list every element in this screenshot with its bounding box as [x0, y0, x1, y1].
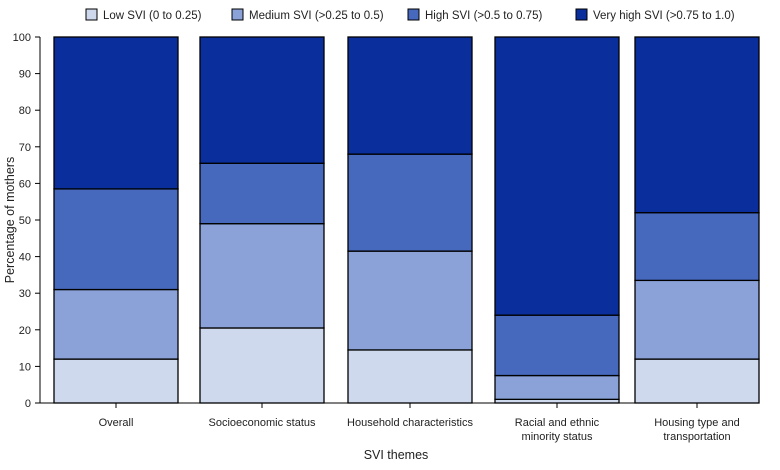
y-tick-label: 90 — [19, 69, 31, 81]
x-tick-label: transportation — [663, 431, 730, 443]
bar-segment-0-1 — [53, 288, 179, 360]
x-tick-label: Household characteristics — [347, 417, 473, 429]
bar-segment-1-2 — [199, 162, 325, 225]
x-tick-label: Housing type and — [654, 417, 740, 429]
bar-segment-0-0 — [53, 358, 179, 404]
y-tick-label: 0 — [25, 398, 31, 410]
bar-segment-1-0 — [199, 327, 325, 404]
bar-segment-1-3 — [199, 36, 325, 164]
bar-segment-2-0 — [347, 349, 473, 404]
y-tick-label: 20 — [19, 325, 31, 337]
legend-swatch — [231, 8, 244, 21]
bar-segment-4-3 — [634, 36, 760, 214]
bar-segment-2-2 — [347, 153, 473, 252]
y-tick-label: 40 — [19, 252, 31, 264]
x-tick-label: Overall — [99, 417, 134, 429]
bar-segment-0-3 — [53, 36, 179, 190]
x-tick-label: minority status — [522, 431, 593, 443]
bar-segment-3-2 — [494, 314, 620, 377]
bar-segment-3-1 — [494, 374, 620, 400]
y-tick-label: 70 — [19, 142, 31, 154]
x-ticks: Overall Socioeconomic status Household cha… — [99, 403, 740, 443]
legend-swatch — [575, 8, 588, 21]
bars — [53, 36, 760, 404]
y-axis-title: Percentage of mothers — [3, 157, 17, 283]
bar-segment-4-1 — [634, 279, 760, 360]
legend-swatch — [407, 8, 420, 21]
bar-segment-4-0 — [634, 358, 760, 404]
x-tick-label: Racial and ethnic — [515, 417, 600, 429]
y-tick-label: 50 — [19, 215, 31, 227]
x-axis-title: SVI themes — [364, 448, 429, 462]
x-tick-label: Socioeconomic status — [209, 417, 316, 429]
legend-label: Medium SVI (>0.25 to 0.5) — [249, 10, 384, 22]
y-tick-label: 80 — [19, 105, 31, 117]
bar-segment-2-1 — [347, 250, 473, 351]
bar-segment-0-2 — [53, 188, 179, 291]
legend-swatch — [85, 8, 98, 21]
legend: Low SVI (0 to 0.25) Medium SVI (>0.25 to … — [85, 8, 735, 22]
y-ticks: 0 10 20 30 40 50 60 70 80 90 100 — [13, 32, 40, 410]
y-tick-label: 30 — [19, 288, 31, 300]
y-tick-label: 60 — [19, 178, 31, 190]
bar-segment-2-3 — [347, 36, 473, 155]
bar-segment-4-2 — [634, 212, 760, 282]
legend-label: Low SVI (0 to 0.25) — [103, 10, 202, 22]
y-tick-label: 100 — [13, 32, 31, 44]
legend-label: High SVI (>0.5 to 0.75) — [425, 10, 542, 22]
bar-segment-3-3 — [494, 36, 620, 316]
legend-label: Very high SVI (>0.75 to 1.0) — [593, 10, 735, 22]
y-tick-label: 10 — [19, 361, 31, 373]
bar-segment-1-1 — [199, 223, 325, 329]
